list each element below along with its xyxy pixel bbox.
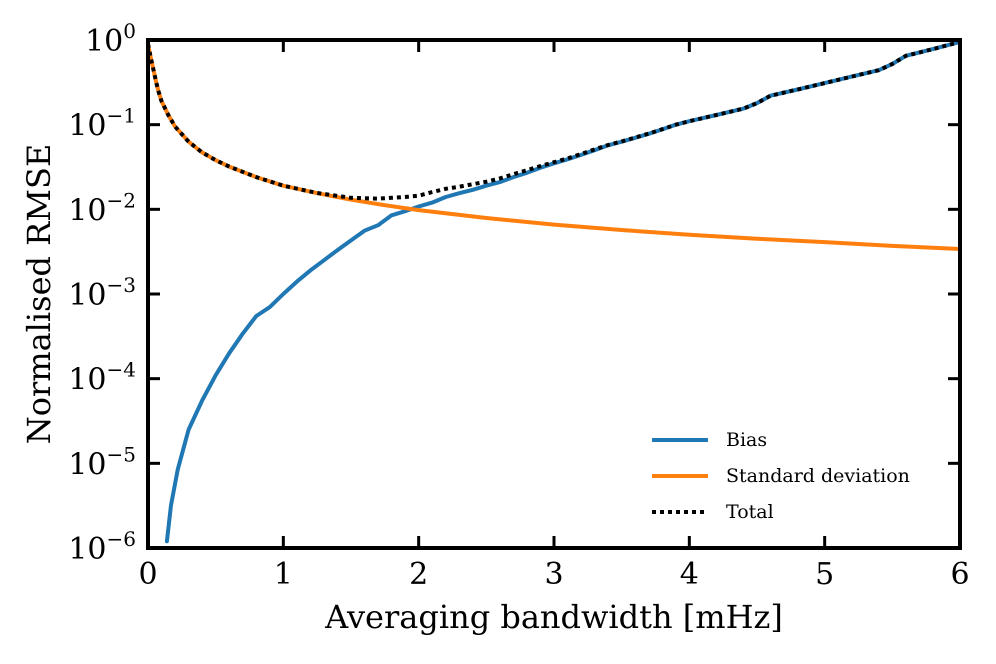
x-tick-label: 6 [950,557,969,592]
legend-label: Standard deviation [726,465,910,487]
x-tick-label: 4 [680,557,699,592]
y-tick-label: 10−2 [68,188,136,228]
x-tick-label: 2 [409,557,428,592]
y-tick-label: 100 [85,19,136,59]
x-axis-label: Averaging bandwidth [mHz] [324,598,783,636]
y-axis-label: Normalised RMSE [20,144,58,445]
series-layer [148,40,960,544]
legend-label: Bias [726,429,767,451]
y-tick-label: 10−4 [68,358,136,398]
series-line-standard-deviation [148,41,960,251]
x-tick-label: 1 [274,557,293,592]
y-tick-label: 10−6 [68,527,136,567]
tick-layer: 0 1 2 3 4 5 6 10−6 10−5 10−4 10−3 10−2 10−1 100 [68,19,969,592]
y-tick-label: 10−1 [68,104,136,144]
x-tick-label: 5 [815,557,834,592]
x-tick-label: 0 [138,557,157,592]
y-tick-label: 10−5 [68,442,136,482]
series-line-total [148,40,960,201]
x-tick-label: 3 [544,557,563,592]
legend-label: Total [726,501,774,523]
y-tick-label: 10−3 [68,273,136,313]
legend: Bias Standard deviation Total [652,429,910,523]
